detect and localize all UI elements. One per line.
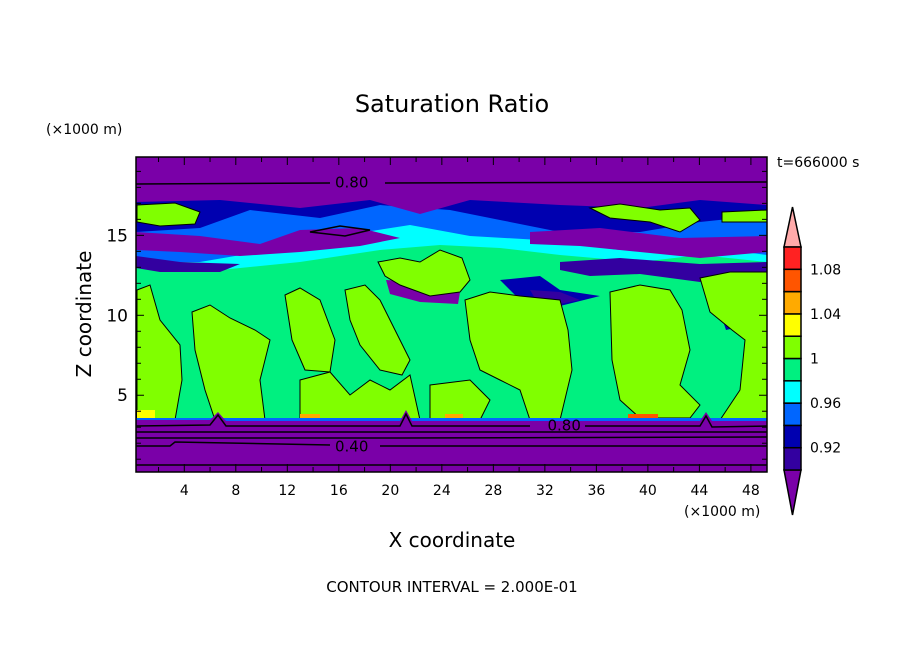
colorbar-label: 1.04: [810, 307, 841, 323]
x-unit-label: (×1000 m): [684, 504, 760, 520]
y-unit-label: (×1000 m): [46, 122, 122, 138]
x-tick-label: 48: [742, 483, 760, 499]
colorbar: 0.92 0.96 1 1.04 1.08: [783, 206, 841, 516]
x-tick-label: 44: [690, 483, 708, 499]
colorbar-box: [783, 268, 802, 293]
x-tick-label: 40: [639, 483, 657, 499]
x-tick-label: 28: [484, 483, 502, 499]
contour-fill: [136, 157, 767, 472]
y-tick-label: 15: [106, 226, 128, 246]
x-tick-label: 36: [587, 483, 605, 499]
colorbar-box: [783, 424, 802, 449]
colorbar-box: [783, 446, 802, 471]
x-tick-labels: 4 8 12 16 20 24 28 32 36 40 44 48: [180, 483, 760, 499]
colorbar-box: [783, 357, 802, 382]
contour-labels: 0.80 0.80 0.40: [335, 174, 581, 456]
plot-frame: [135, 156, 768, 473]
colorbar-box: [783, 402, 802, 427]
x-tick-label: 4: [180, 483, 189, 499]
x-axis-label: X coordinate: [389, 528, 516, 552]
colorbar-label: 1: [810, 352, 819, 368]
colorbar-box: [783, 313, 802, 337]
colorbar-label: 0.92: [810, 441, 841, 457]
x-tick-label: 20: [381, 483, 399, 499]
y-tick-label: 5: [117, 386, 128, 406]
axis-ticks: [136, 157, 767, 472]
colorbar-over-triangle: [783, 206, 802, 248]
colorbar-box: [783, 380, 802, 404]
colorbar-label: 1.08: [810, 262, 841, 278]
colorbar-under-triangle: [783, 469, 802, 516]
y-axis-label: Z coordinate: [72, 251, 96, 378]
colorbar-box: [783, 290, 802, 315]
colorbar-box: [783, 335, 802, 360]
x-tick-label: 32: [536, 483, 554, 499]
contour-label: 0.80: [335, 174, 368, 192]
x-tick-label: 8: [231, 483, 240, 499]
colorbar-box: [783, 246, 802, 271]
y-tick-label: 10: [106, 306, 128, 326]
contour-interval-footer: CONTOUR INTERVAL = 2.000E-01: [326, 578, 577, 596]
colorbar-label: 0.96: [810, 396, 841, 412]
contour-label: 0.80: [547, 417, 580, 435]
x-tick-label: 16: [330, 483, 348, 499]
contour-label: 0.40: [335, 437, 368, 455]
x-tick-label: 24: [433, 483, 451, 499]
x-tick-label: 12: [278, 483, 296, 499]
chart-title: Saturation Ratio: [355, 90, 549, 118]
y-tick-labels: 5 10 15: [106, 226, 128, 406]
time-label: t=666000 s: [777, 155, 859, 171]
